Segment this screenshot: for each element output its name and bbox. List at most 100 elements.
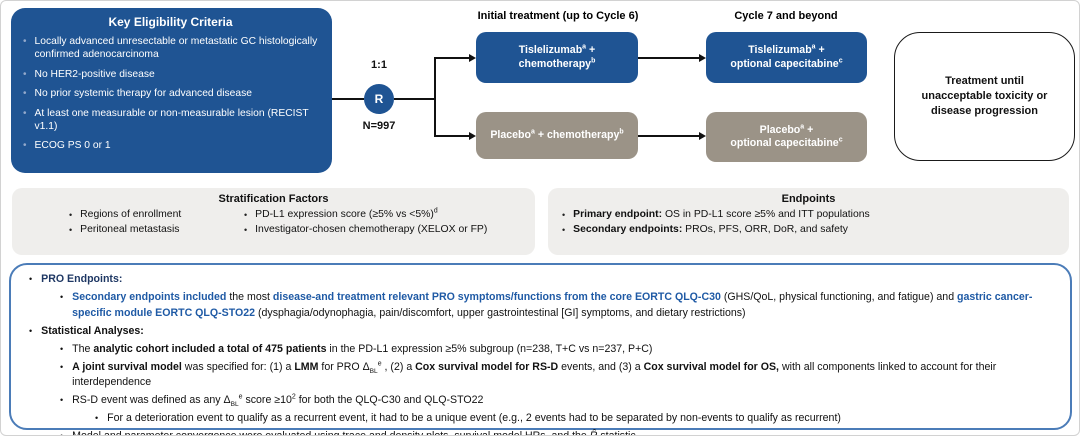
list-item: • ECOG PS 0 or 1 (23, 139, 318, 152)
note-text: The analytic cohort included a total of … (72, 342, 652, 358)
sample-size-label: N=997 (362, 120, 396, 132)
stratification-column-2: • PD-L1 expression score (≥5% vs <5%)d • In… (244, 208, 487, 237)
bullet-icon: • (95, 413, 99, 424)
text-segment: BL (369, 367, 378, 375)
text-segment: a (530, 128, 535, 136)
note-row: • For a deterioration event to qualify as… (11, 411, 1056, 427)
text-segment: Tislelizumab (748, 44, 812, 57)
label-line: Placeboa + (712, 123, 861, 137)
note-row: • Model and parameter convergence were ev… (11, 429, 1056, 435)
bullet-icon: • (29, 325, 33, 336)
list-item-text: Locally advanced unresectable or metasta… (34, 36, 318, 61)
connector-r-to-branch (394, 98, 435, 100)
text-segment: gastric cancer-specific module EORTC QLQ… (72, 290, 1033, 319)
list-item-text: Primary endpoint: OS in PD-L1 score ≥5% … (573, 208, 870, 223)
arm-initial-tislelizumab: Tislelizumaba + chemotherapyb (476, 32, 638, 83)
text-segment: A joint survival model (72, 360, 182, 373)
list-item-text: At least one measurable or non-measurabl… (34, 107, 309, 132)
text-segment: e (377, 360, 382, 367)
label-line: Placeboa + chemotherapyb (482, 128, 632, 142)
text-segment: Secondary endpoints: (573, 223, 683, 235)
eligibility-title: Key Eligibility Criteria (108, 15, 233, 29)
bullet-icon: • (23, 140, 27, 152)
list-item: • Investigator-chosen chemotherapy (XELOX… (244, 223, 487, 238)
text-segment: analytic cohort included a total of 475 … (93, 342, 327, 355)
bullet-icon: • (60, 361, 64, 372)
eligibility-list: • Locally advanced unresectable or metast… (23, 35, 318, 153)
notes-list: • PRO Endpoints: • Secondary endpoints incl… (11, 272, 1056, 435)
text-segment: was specified for: (1) a (181, 360, 295, 373)
note-row: • RS-D event was defined as any ΔBLe scor… (11, 393, 1056, 409)
text-segment: , (2) a (381, 360, 416, 373)
text-segment: optional capecitabine (730, 57, 839, 70)
note-row: • Statistical Analyses: (11, 324, 1056, 340)
note-text: Secondary endpoints included the most di… (72, 290, 1056, 322)
list-item: • At least one measurable or non-measurab… (23, 107, 318, 134)
treatment-continuation-box: Treatment until unacceptable toxicity or… (894, 32, 1075, 161)
text-segment: Investigator-chosen chemotherapy (XELOX … (255, 223, 488, 235)
note-row: • PRO Endpoints: (11, 272, 1056, 288)
text-segment: Placebo (490, 128, 531, 141)
eligibility-box: Key Eligibility Criteria • Locally advanc… (11, 8, 332, 173)
text-segment: Placebo (759, 123, 801, 136)
list-item-text: PD-L1 expression score (≥5% vs <5%)d (255, 208, 438, 223)
text-segment: for PRO Δ (318, 360, 370, 373)
text-segment: e (238, 393, 243, 401)
text-segment: c (838, 136, 843, 144)
list-item-text: Investigator-chosen chemotherapy (XELOX … (255, 223, 487, 238)
bullet-icon: • (69, 210, 73, 220)
note-row: • A joint survival model was specified fo… (11, 360, 1056, 392)
bullet-icon: • (562, 210, 566, 220)
arm-initial-placebo: Placeboa + chemotherapyb (476, 112, 638, 159)
list-item-text: No prior systemic therapy for advanced d… (34, 88, 252, 100)
bullet-icon: • (60, 343, 64, 354)
connector-elig-to-r (332, 98, 364, 100)
text-segment: in the PD-L1 expression ≥5% subgroup (n=… (326, 342, 653, 355)
text-segment: (dysphagia/odynophagia, pain/discomfort,… (255, 306, 746, 319)
text-segment: PROs, PFS, ORR, DoR, and safety (682, 223, 849, 235)
label-line: Tislelizumaba + (712, 44, 861, 57)
list-item: • Secondary endpoints: PROs, PFS, ORR, Do… (562, 223, 1069, 238)
text-segment: b (619, 128, 624, 136)
text-segment: a (582, 43, 587, 51)
stratification-panel: Stratification Factors • Regions of enrol… (12, 188, 535, 255)
arrow-tislelizumab-to-cycle7 (638, 57, 700, 59)
text-segment: PD-L1 expression score (≥5% vs <5%) (255, 209, 434, 220)
list-item: • No HER2-positive disease (23, 68, 318, 81)
list-item-text: Regions of enrollment (80, 208, 181, 223)
branch-vertical-line (434, 58, 436, 137)
endpoints-list: • Primary endpoint: OS in PD-L1 score ≥5%… (548, 208, 1069, 237)
text-segment: for both the QLQ-C30 and QLQ-STO22 (295, 394, 484, 407)
text-segment: For a deterioration event to qualify as … (107, 412, 841, 425)
label-line: optional capecitabinec (712, 136, 861, 150)
list-item: • No prior systemic therapy for advanced … (23, 87, 318, 100)
text-segment: LMM (294, 360, 319, 373)
text-segment: BL (230, 401, 239, 409)
text-segment: Peritoneal metastasis (80, 223, 180, 235)
text-segment: OS in PD-L1 score ≥5% and ITT population… (662, 209, 870, 220)
note-text: For a deterioration event to qualify as … (107, 411, 841, 427)
bullet-icon: • (60, 291, 64, 302)
bullet-icon: • (23, 88, 27, 100)
stratification-title: Stratification Factors (218, 193, 329, 205)
note-row: • The analytic cohort included a total of… (11, 342, 1056, 358)
endpoints-title: Endpoints (781, 193, 836, 205)
text-segment: + chemotherapy (534, 128, 620, 141)
text-segment: + (586, 44, 596, 57)
text-segment: R̂ (590, 430, 598, 435)
arm-cycle7-tislelizumab: Tislelizumaba + optional capecitabinec (706, 32, 867, 83)
bullet-icon: • (23, 68, 27, 80)
arrow-placebo-to-cycle7 (638, 135, 700, 137)
bullet-icon: • (23, 107, 27, 119)
stratification-column-1: • Regions of enrollment • Peritoneal metast… (69, 208, 181, 237)
arm-cycle7-placebo: Placeboa + optional capecitabinec (706, 112, 867, 162)
list-item-text: ECOG PS 0 or 1 (34, 140, 111, 152)
note-text: RS-D event was defined as any ΔBLe score… (72, 393, 483, 409)
text-segment: optional capecitabine (730, 137, 839, 149)
text-segment: statistic (597, 430, 635, 435)
text-segment: with all components linked to account fo… (72, 360, 997, 389)
text-segment: Model and parameter convergence were eva… (72, 430, 590, 435)
note-text: Statistical Analyses: (41, 324, 144, 340)
text-segment: + (804, 123, 814, 136)
